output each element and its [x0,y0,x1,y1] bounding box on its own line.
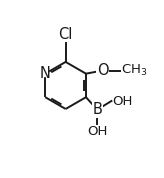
Text: N: N [40,66,51,81]
Text: OH: OH [87,125,108,138]
Text: O: O [97,63,108,78]
Bar [42,71,48,76]
Text: CH$_3$: CH$_3$ [121,63,147,78]
Text: Cl: Cl [58,27,73,42]
Text: OH: OH [113,95,133,108]
Text: B: B [92,102,102,117]
